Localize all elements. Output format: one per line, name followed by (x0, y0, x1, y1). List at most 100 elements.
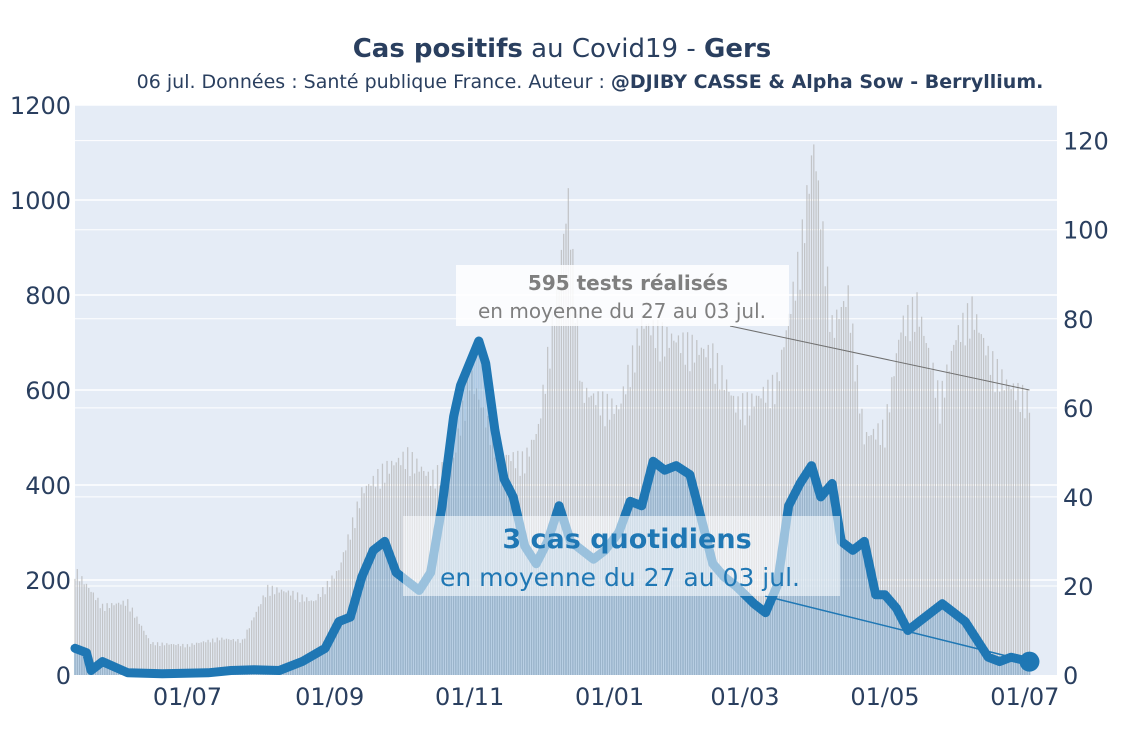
cases-bar (76, 649, 79, 675)
tests-bar (150, 644, 152, 675)
chart-title: Cas positifs au Covid19 - Gers (353, 34, 772, 64)
tests-bar (280, 589, 283, 675)
cases-bar (525, 549, 529, 675)
tests-bar (567, 188, 569, 675)
cases-bar (103, 662, 106, 675)
cases-bar (553, 520, 556, 675)
cases-bar (365, 566, 368, 675)
y-right-tick-label: 120 (1063, 128, 1109, 156)
cases-bar (390, 560, 393, 675)
tests-bar (668, 347, 670, 675)
cases-bar (847, 546, 850, 675)
tests-bar (234, 641, 237, 675)
cases-bar (916, 623, 919, 675)
tests-bar (184, 647, 186, 675)
cases-bar (374, 548, 377, 675)
cases-bar (932, 610, 935, 675)
tests-bar (930, 370, 932, 675)
cases-bar (351, 609, 354, 675)
cases-bar (622, 520, 625, 675)
tests-bar (386, 460, 388, 675)
cases-bar (422, 583, 425, 675)
cases-bar (551, 527, 554, 675)
cases-bar (778, 569, 781, 675)
tests-bar (214, 642, 216, 675)
tests-bar (78, 581, 81, 675)
tests-bar (198, 643, 200, 675)
tests-bar (290, 595, 292, 675)
tests-bar (342, 552, 345, 675)
cases-bar (723, 577, 726, 675)
tests-bar (547, 346, 549, 675)
tests-bar (223, 639, 225, 675)
cases-bar (1012, 657, 1015, 675)
y-right-tick-label: 80 (1063, 306, 1094, 334)
y-right-tick-label: 0 (1063, 662, 1078, 690)
cases-bar (608, 544, 611, 675)
x-tick-label: 01/07 (990, 683, 1059, 711)
tests-bar (241, 639, 244, 675)
tests-bar (267, 584, 269, 675)
tests-bar (916, 292, 918, 675)
y-left-tick-label: 1000 (10, 187, 71, 215)
tests-bar (992, 351, 994, 675)
tests-bar (205, 642, 207, 675)
tests-bar (255, 611, 257, 675)
cases-bar (757, 607, 760, 675)
tests-bar (166, 643, 168, 675)
tests-bar (177, 643, 179, 675)
tests-bar (943, 397, 946, 675)
tests-bar (801, 219, 803, 675)
cases-bar (429, 572, 432, 675)
cases-bar (996, 660, 999, 675)
tests-bar (847, 285, 849, 675)
cases-bar (386, 547, 389, 675)
cases-bar (574, 544, 577, 675)
cases-bar (539, 554, 542, 675)
tests-bar (207, 639, 209, 675)
cases-bar (548, 534, 551, 675)
x-tick-label: 01/07 (153, 683, 222, 711)
cases-bar (546, 541, 549, 675)
cases-bar (874, 594, 877, 675)
cases-bar (587, 555, 590, 675)
cases-bar (700, 519, 703, 675)
cases-bar (381, 543, 384, 675)
tests-bar (824, 286, 826, 675)
tests-bar (370, 485, 372, 675)
tests-bar (145, 634, 147, 675)
cases-bar (542, 550, 545, 675)
y-left-tick-label: 600 (25, 377, 71, 405)
cases-bar (296, 663, 299, 675)
cases-bar (730, 582, 733, 675)
tests-bar (276, 587, 278, 675)
cases-bar (307, 657, 311, 675)
cases-bar (720, 574, 724, 675)
cases-bar (337, 621, 340, 675)
tests-bar (787, 313, 790, 675)
cases-bar (856, 546, 859, 675)
cases-annotation-box (403, 516, 840, 596)
cases-bar (321, 649, 324, 675)
tests-bar (877, 423, 879, 675)
tests-annotation-arrow (729, 325, 1030, 391)
y-right-tick-label: 60 (1063, 395, 1094, 423)
tests-bar (264, 597, 267, 675)
tests-bar (1026, 389, 1028, 675)
tests-bar (140, 625, 143, 675)
tests-bar (845, 307, 847, 675)
cases-bar (771, 596, 774, 675)
cases-bar (535, 563, 538, 675)
cases-bar (356, 593, 359, 675)
cases-bar (436, 532, 439, 675)
cases-bar (291, 665, 294, 675)
cases-bar (590, 557, 593, 675)
tests-bar (1010, 389, 1012, 675)
cases-bar (955, 614, 958, 675)
cases-bar (998, 661, 1001, 675)
tests-bar (143, 630, 145, 675)
y-right-tick-label: 40 (1063, 484, 1094, 512)
chart-subtitle: 06 jul. Données : Santé publique France.… (137, 71, 1044, 93)
cases-bar (583, 552, 586, 675)
cases-bar (477, 341, 480, 675)
